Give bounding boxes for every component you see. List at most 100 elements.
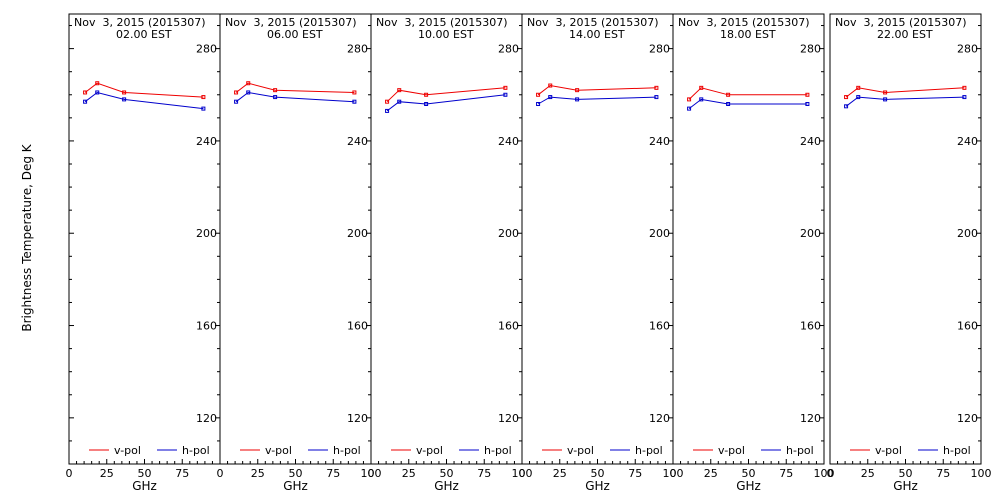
panel-title-date: Nov 3, 2015 (2015307) — [225, 16, 357, 29]
panel-title-date: Nov 3, 2015 (2015307) — [74, 16, 206, 29]
series-line-v-pol — [235, 82, 355, 93]
x-tick-label: 25 — [704, 467, 718, 480]
data-point-h-pol — [805, 102, 810, 106]
x-tick-label: 75 — [779, 467, 793, 480]
data-point-h-pol — [122, 97, 127, 102]
data-point-v-pol — [352, 90, 357, 95]
x-tick-label: 100 — [814, 467, 835, 480]
panel-4: Nov 3, 2015 (2015307)14.00 EST 120 160 200 2… — [519, 13, 684, 493]
data-point-h-pol — [424, 102, 429, 106]
x-axis-label: GHz — [283, 479, 308, 493]
x-tick-label: 0 — [827, 467, 834, 480]
legend-label-v-pol: v-pol — [718, 444, 745, 457]
data-point-h-pol — [687, 106, 692, 111]
y-tick-label: 200 — [347, 227, 368, 240]
data-point-h-pol — [883, 97, 888, 102]
y-tick-label: 200 — [649, 227, 670, 240]
legend-label-h-pol: h-pol — [333, 444, 361, 457]
series-line-h-pol — [235, 91, 355, 103]
series-line-h-pol — [537, 96, 657, 105]
y-tick-label: 120 — [196, 412, 217, 425]
x-tick-label: 50 — [138, 467, 152, 480]
data-point-h-pol — [201, 106, 206, 111]
data-point-h-pol — [962, 95, 967, 100]
series-line-v-pol — [688, 87, 808, 100]
y-tick-label: 280 — [649, 43, 670, 56]
data-point-v-pol — [385, 99, 390, 104]
data-point-v-pol — [83, 90, 88, 95]
y-tick-label: 120 — [347, 412, 368, 425]
data-point-h-pol — [83, 99, 88, 104]
y-tick-label: 120 — [498, 412, 519, 425]
y-tick-label: 280 — [498, 43, 519, 56]
y-tick-label: 280 — [196, 43, 217, 56]
x-tick-label: 100 — [512, 467, 533, 480]
y-tick-label: 280 — [800, 43, 821, 56]
x-tick-label: 25 — [402, 467, 416, 480]
y-tick-label: 120 — [800, 412, 821, 425]
legend-label-v-pol: v-pol — [567, 444, 594, 457]
data-point-v-pol — [95, 81, 100, 86]
series-line-h-pol — [845, 96, 965, 107]
panel-title-time: 14.00 EST — [569, 28, 625, 41]
data-point-v-pol — [246, 81, 251, 86]
data-point-v-pol — [201, 95, 206, 100]
panel-title-date: Nov 3, 2015 (2015307) — [835, 16, 967, 29]
x-tick-label: 75 — [936, 467, 950, 480]
data-point-v-pol — [575, 88, 580, 93]
y-tick-label: 200 — [957, 227, 978, 240]
data-point-v-pol — [805, 92, 810, 97]
series-line-h-pol — [688, 98, 808, 109]
panel-6: Nov 3, 2015 (2015307)22.00 EST 120 160 200 2… — [827, 13, 992, 493]
y-tick-label: 280 — [957, 43, 978, 56]
data-point-h-pol — [536, 102, 541, 106]
x-tick-label: 50 — [742, 467, 756, 480]
data-point-v-pol — [548, 83, 553, 88]
x-tick-label: 25 — [553, 467, 567, 480]
y-tick-label: 160 — [498, 320, 519, 333]
data-point-v-pol — [883, 90, 888, 95]
legend-label-h-pol: h-pol — [943, 444, 971, 457]
panel-1: Nov 3, 2015 (2015307)02.00 EST 120 160 200 2… — [66, 13, 221, 493]
data-point-h-pol — [95, 90, 100, 95]
x-tick-label: 50 — [899, 467, 913, 480]
panel-title-time: 18.00 EST — [720, 28, 776, 41]
data-point-v-pol — [699, 85, 704, 90]
series-line-v-pol — [84, 82, 204, 98]
data-point-h-pol — [575, 97, 580, 102]
data-point-v-pol — [503, 85, 508, 90]
x-tick-label: 100 — [361, 467, 382, 480]
legend-label-h-pol: h-pol — [484, 444, 512, 457]
y-tick-label: 120 — [957, 412, 978, 425]
x-axis-label: GHz — [893, 479, 918, 493]
y-tick-label: 160 — [649, 320, 670, 333]
y-tick-label: 160 — [347, 320, 368, 333]
x-tick-label: 75 — [175, 467, 189, 480]
panel-title-time: 10.00 EST — [418, 28, 474, 41]
x-tick-label: 50 — [440, 467, 454, 480]
y-tick-label: 200 — [800, 227, 821, 240]
y-axis-label: Brightness Temperature, Deg K — [20, 143, 34, 331]
data-point-h-pol — [234, 99, 239, 104]
data-point-h-pol — [856, 95, 861, 100]
data-point-h-pol — [503, 92, 508, 97]
series-line-v-pol — [845, 87, 965, 98]
legend-label-v-pol: v-pol — [114, 444, 141, 457]
panels: Nov 3, 2015 (2015307)02.00 EST1201602002… — [66, 13, 992, 493]
y-tick-label: 160 — [196, 320, 217, 333]
y-tick-label: 240 — [800, 135, 821, 148]
y-tick-label: 280 — [347, 43, 368, 56]
x-tick-label: 75 — [326, 467, 340, 480]
data-point-h-pol — [654, 95, 659, 100]
y-tick-label: 240 — [957, 135, 978, 148]
x-tick-label: 100 — [663, 467, 684, 480]
y-tick-label: 200 — [498, 227, 519, 240]
data-point-v-pol — [424, 92, 429, 97]
x-tick-label: 25 — [861, 467, 875, 480]
x-tick-label: 25 — [251, 467, 265, 480]
data-point-h-pol — [397, 99, 402, 104]
panel-2: Nov 3, 2015 (2015307)06.00 EST 120 160 200 2… — [217, 13, 382, 493]
x-tick-label: 50 — [591, 467, 605, 480]
y-tick-label: 160 — [957, 320, 978, 333]
